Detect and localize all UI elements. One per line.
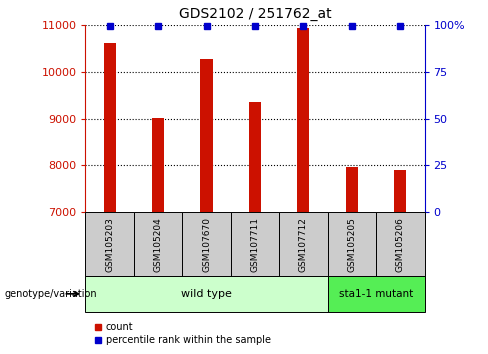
- Bar: [103, 42, 116, 212]
- Bar: [85, 212, 134, 276]
- Text: GSM107712: GSM107712: [299, 217, 308, 272]
- Bar: [231, 212, 279, 276]
- Bar: [249, 102, 261, 212]
- Bar: [376, 212, 425, 276]
- Legend: count, percentile rank within the sample: count, percentile rank within the sample: [90, 319, 275, 349]
- Text: GSM105205: GSM105205: [347, 217, 356, 272]
- Bar: [346, 167, 358, 212]
- Bar: [279, 212, 327, 276]
- Title: GDS2102 / 251762_at: GDS2102 / 251762_at: [179, 7, 331, 21]
- Bar: [85, 276, 327, 312]
- Text: GSM105203: GSM105203: [105, 217, 114, 272]
- Text: GSM105204: GSM105204: [154, 217, 163, 272]
- Text: wild type: wild type: [181, 289, 232, 299]
- Bar: [201, 58, 213, 212]
- Bar: [327, 276, 425, 312]
- Text: genotype/variation: genotype/variation: [5, 289, 98, 299]
- Bar: [327, 212, 376, 276]
- Text: GSM107711: GSM107711: [250, 217, 260, 272]
- Bar: [297, 28, 309, 212]
- Text: sta1-1 mutant: sta1-1 mutant: [339, 289, 413, 299]
- Text: GSM105206: GSM105206: [396, 217, 405, 272]
- Bar: [394, 170, 407, 212]
- Bar: [134, 212, 183, 276]
- Bar: [152, 118, 164, 212]
- Text: GSM107670: GSM107670: [202, 217, 211, 272]
- Bar: [183, 212, 231, 276]
